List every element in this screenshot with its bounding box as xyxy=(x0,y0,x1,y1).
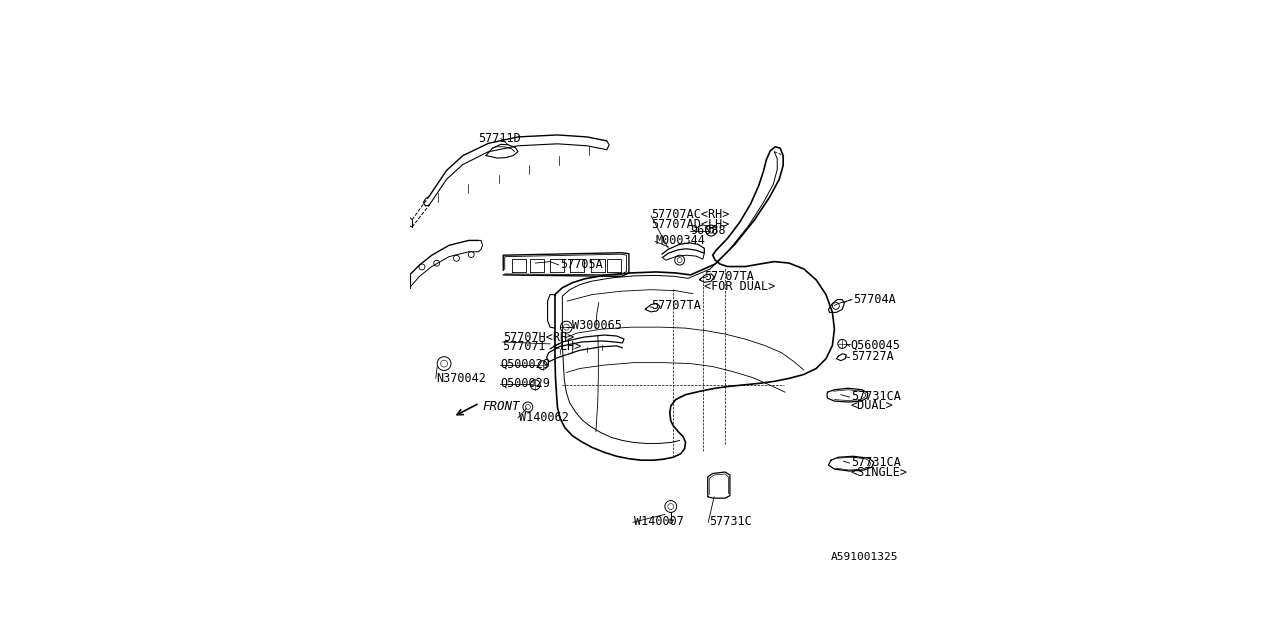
Text: 57707AC<RH>: 57707AC<RH> xyxy=(652,208,730,221)
Text: 57707I <LH>: 57707I <LH> xyxy=(503,340,581,353)
Text: 57731CA: 57731CA xyxy=(851,456,901,468)
Text: 57731C: 57731C xyxy=(709,515,751,528)
Text: Q560045: Q560045 xyxy=(851,339,901,352)
Text: 57711D: 57711D xyxy=(479,132,521,145)
Text: W300065: W300065 xyxy=(572,319,622,332)
Text: FRONT: FRONT xyxy=(483,401,520,413)
Text: M000344: M000344 xyxy=(657,234,705,247)
Text: <DUAL>: <DUAL> xyxy=(851,399,893,413)
Text: A591001325: A591001325 xyxy=(831,552,899,563)
Text: 57705A: 57705A xyxy=(559,257,603,271)
Text: 57707AD<LH>: 57707AD<LH> xyxy=(652,218,730,231)
Text: W140007: W140007 xyxy=(634,515,684,528)
Text: 57731CA: 57731CA xyxy=(851,390,901,403)
Text: 96088: 96088 xyxy=(690,224,726,237)
Text: <FOR DUAL>: <FOR DUAL> xyxy=(704,280,776,292)
Text: Q500029: Q500029 xyxy=(500,357,550,370)
Text: 57707TA: 57707TA xyxy=(652,300,701,312)
Text: 57704A: 57704A xyxy=(854,293,896,306)
Text: 57727A: 57727A xyxy=(851,350,893,364)
Text: 57707H<RH>: 57707H<RH> xyxy=(503,332,575,344)
Text: W140062: W140062 xyxy=(518,412,568,424)
Text: Q500029: Q500029 xyxy=(500,377,550,390)
Text: <SINGLE>: <SINGLE> xyxy=(851,465,908,479)
Text: 57707TA: 57707TA xyxy=(704,270,754,283)
Text: N370042: N370042 xyxy=(436,372,486,385)
